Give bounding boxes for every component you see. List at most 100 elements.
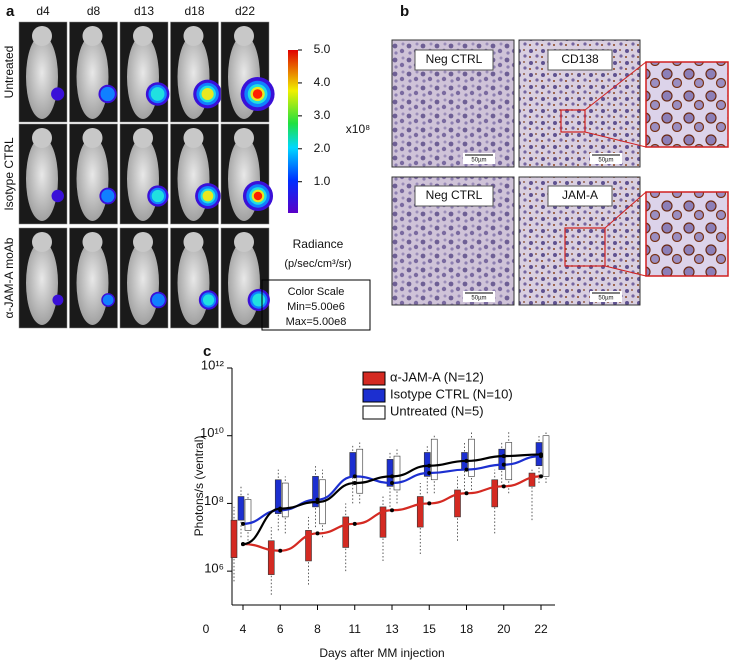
box [349, 452, 357, 477]
signal [202, 294, 215, 306]
mouse [177, 241, 210, 325]
zoom-box [560, 109, 586, 133]
y-tick-label: 10⁸ [204, 493, 224, 508]
box [342, 516, 350, 548]
mean-point [539, 474, 543, 479]
box [379, 506, 387, 538]
mean-point [352, 481, 357, 486]
y-tick-label: 10¹² [201, 357, 225, 372]
box [430, 438, 438, 481]
box [454, 489, 461, 518]
label-box [547, 49, 613, 71]
mean-point [352, 474, 357, 479]
mean-point [390, 481, 394, 486]
group-label: Untreated [2, 46, 16, 99]
x-tick-label: 11 [349, 622, 362, 636]
signal [202, 190, 214, 202]
panel-letter: c [203, 343, 211, 360]
label-box [414, 185, 494, 207]
box [528, 472, 536, 487]
box [468, 438, 475, 477]
mouse [76, 241, 109, 325]
box [274, 479, 282, 514]
panel-letter: b [400, 3, 409, 20]
mouse [26, 241, 58, 325]
mean-point [352, 521, 357, 526]
mouse-head [32, 232, 52, 252]
day-label: d22 [235, 4, 255, 18]
micrographs [391, 39, 729, 306]
box [542, 435, 550, 477]
box [491, 479, 499, 508]
box [312, 476, 319, 508]
micrograph-label: JAM-A [562, 188, 598, 202]
inset [645, 61, 729, 148]
mouse-head [32, 128, 52, 148]
legend-swatch [362, 371, 386, 386]
box [416, 496, 424, 528]
legend-label: Isotype CTRL (N=10) [390, 386, 513, 401]
signal [51, 189, 64, 203]
signal [253, 191, 263, 201]
box [498, 448, 506, 470]
mean-point [390, 474, 394, 479]
day-label: d8 [87, 4, 101, 18]
signal [101, 189, 115, 203]
mean-point [278, 506, 283, 511]
label-box [414, 49, 494, 71]
mouse-head [183, 26, 204, 46]
mean-point [427, 463, 432, 468]
zoom-box [564, 227, 606, 267]
mean-point [464, 458, 469, 463]
signal [52, 294, 64, 306]
box [386, 459, 394, 487]
mouse [228, 241, 260, 325]
day-label: d13 [134, 4, 154, 18]
scale-bar-box [590, 153, 622, 164]
mouse-head [234, 128, 254, 148]
panel-letter: a [6, 3, 15, 20]
mean-point [390, 508, 394, 513]
mean-point [315, 500, 320, 505]
colorbar-tick-label: 1.0 [314, 174, 331, 188]
inset [645, 191, 729, 277]
signal [100, 86, 115, 102]
scale-bar-label: 50µm [471, 158, 486, 164]
box [356, 448, 364, 494]
mouse [76, 35, 109, 119]
mouse [26, 35, 58, 119]
mouse-head [82, 128, 103, 148]
zoom-line [604, 265, 647, 277]
mean-point [241, 542, 245, 547]
mean-point [501, 454, 506, 459]
box [505, 442, 513, 481]
box [244, 499, 252, 531]
colorbar-multiplier: x10⁸ [346, 122, 370, 136]
scale-bar-box [590, 291, 622, 302]
scale-bar-box [463, 291, 495, 302]
box [393, 455, 401, 491]
colorbar [288, 50, 298, 213]
x-tick-label: 15 [423, 622, 437, 636]
mean-point [278, 548, 283, 553]
legend-label: α-JAM-A (N=12) [390, 369, 484, 384]
signal [151, 293, 165, 307]
x-tick-label: 13 [385, 622, 399, 636]
x-tick-label: 6 [277, 622, 284, 636]
mouse-head [133, 128, 153, 148]
day-label: d18 [184, 4, 204, 18]
mouse-head [133, 232, 153, 252]
legend-swatch [362, 405, 386, 420]
micrograph-labels: Neg CTRL CD138 Neg CTRL JAM-A 50µm 50µm … [414, 49, 622, 302]
mouse-head [183, 232, 204, 252]
box [267, 540, 275, 575]
group-label: α-JAM-A moAb [2, 237, 16, 318]
colorbar-tick-label: 5.0 [314, 42, 331, 56]
radiance-units: (p/sec/cm³/sr) [284, 258, 351, 270]
color-scale-box [261, 279, 371, 331]
colorbar-tick-label: 4.0 [314, 75, 331, 89]
mean-point [427, 501, 432, 506]
zoom-line [584, 61, 647, 111]
legend-swatch [362, 388, 386, 403]
